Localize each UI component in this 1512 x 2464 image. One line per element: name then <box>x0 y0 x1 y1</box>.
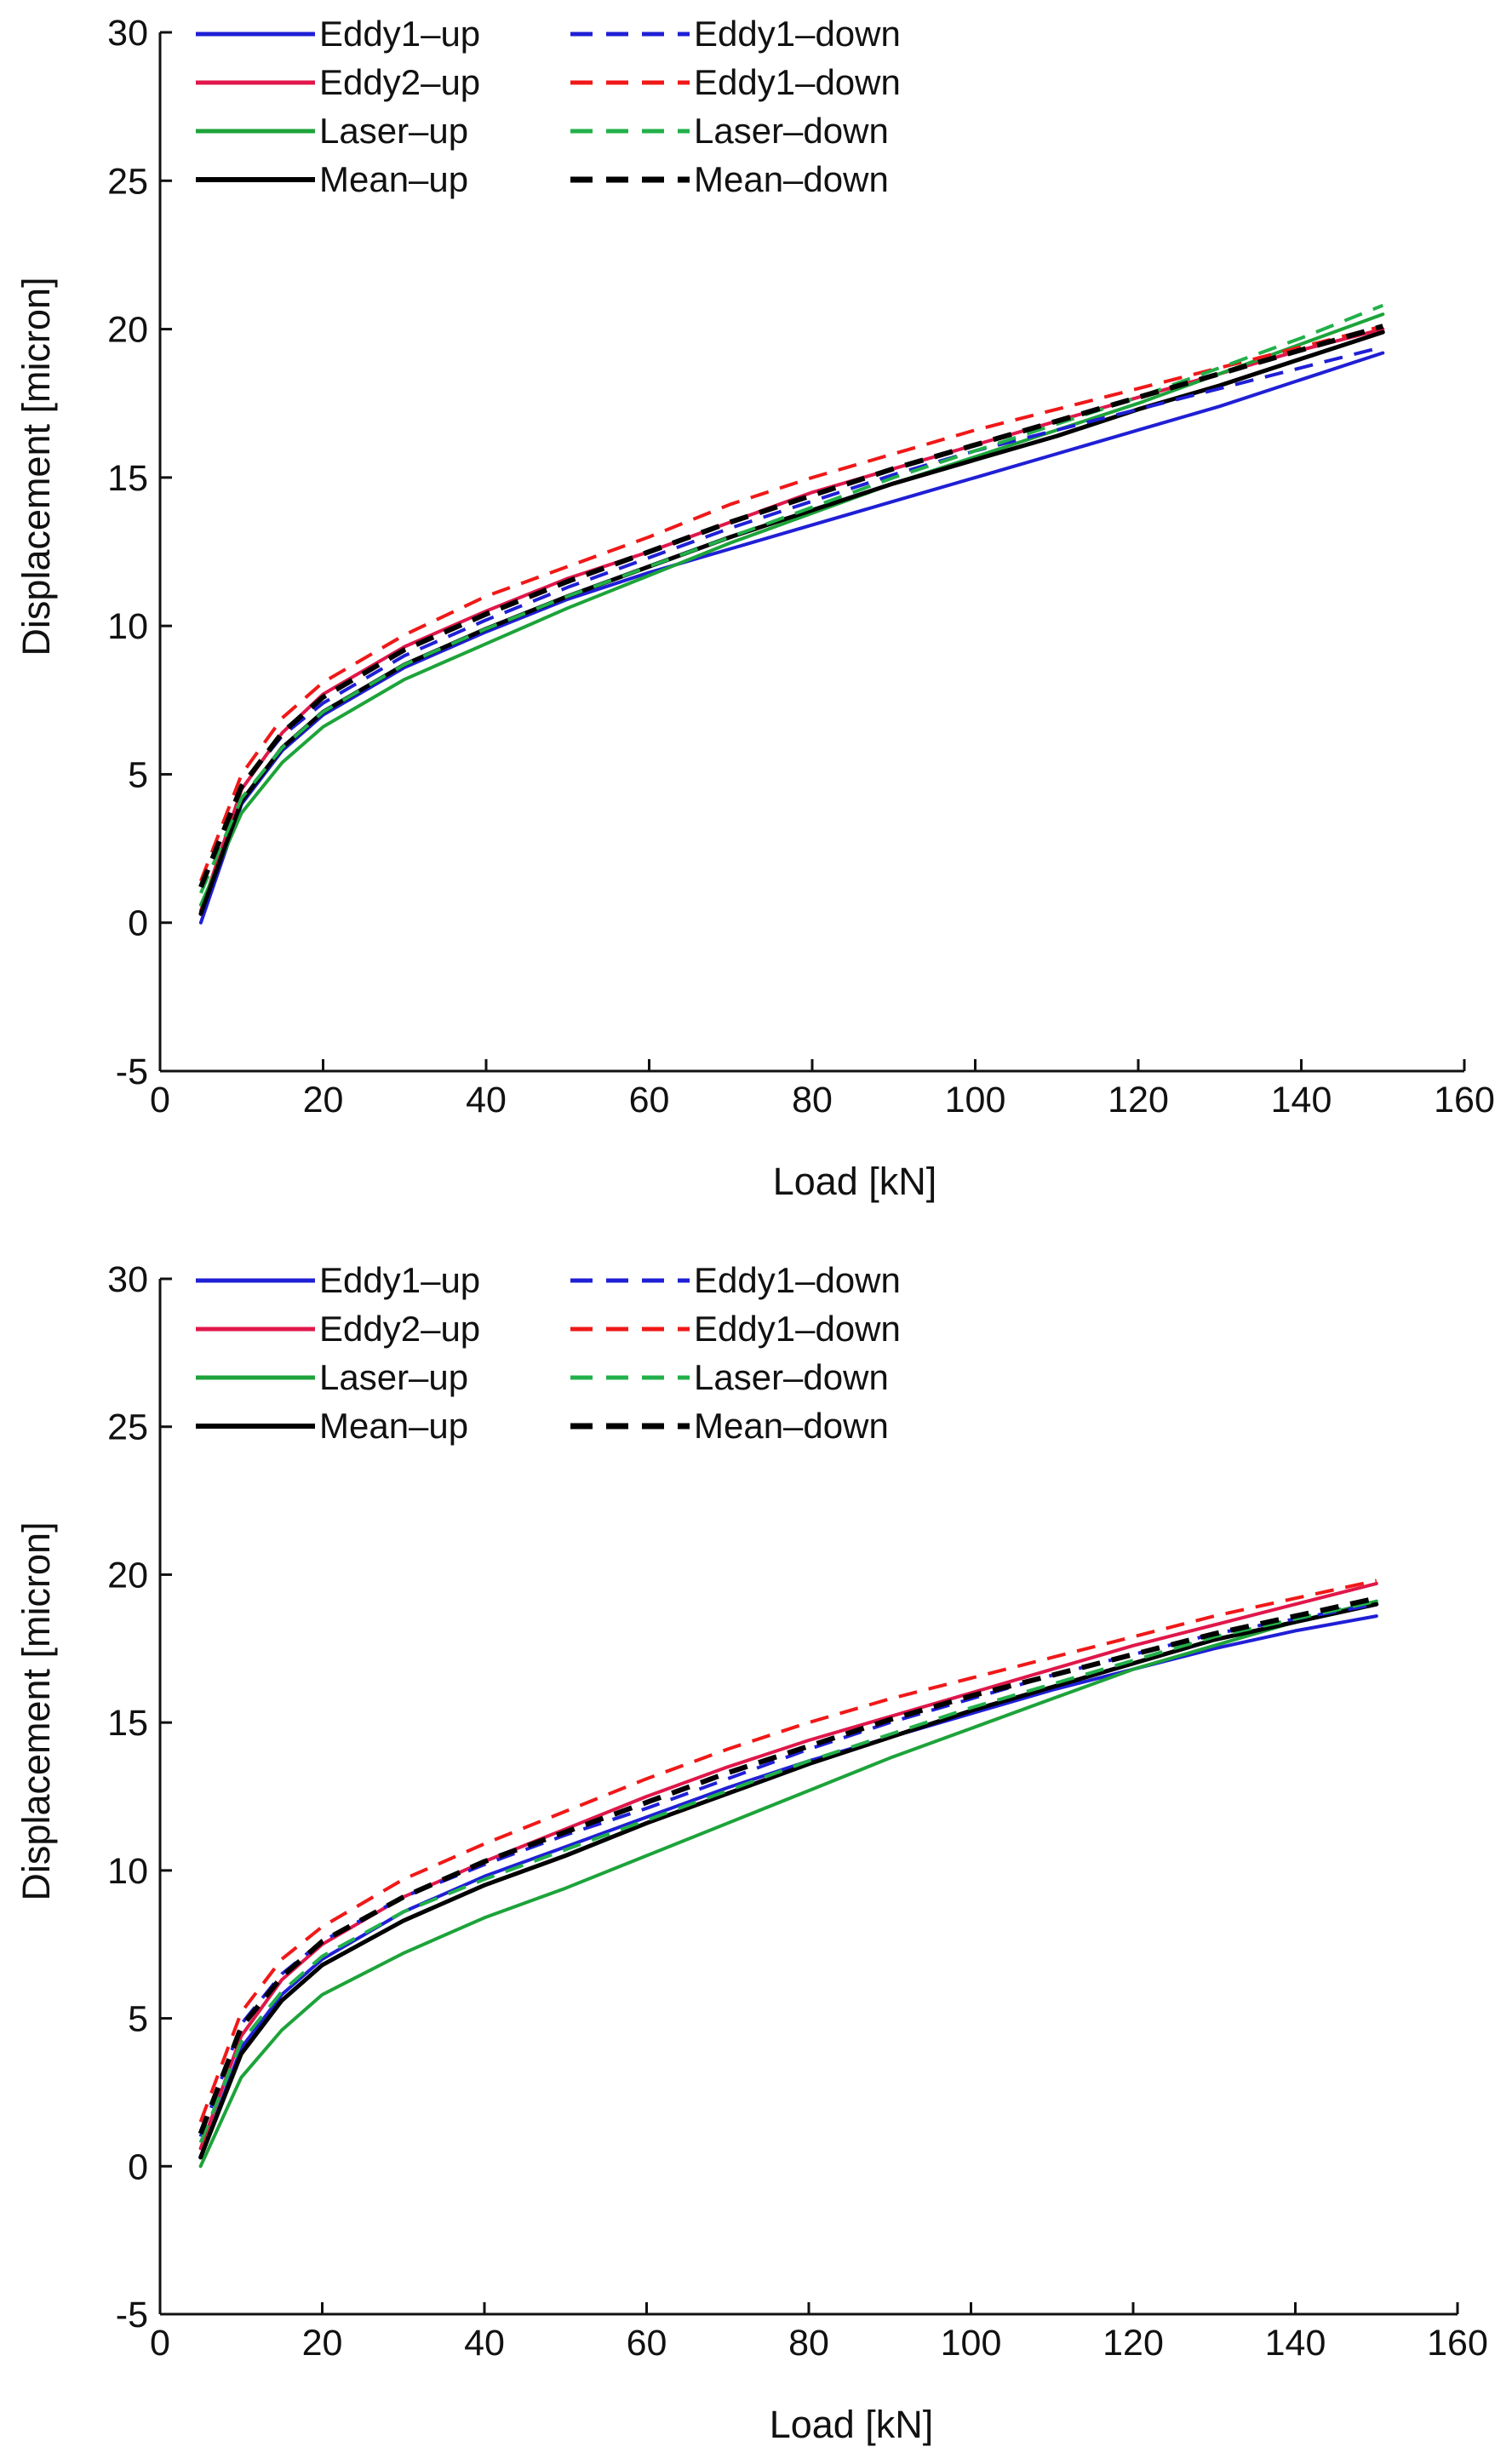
chart2-x-tick-label: 40 <box>464 2323 505 2364</box>
chart2-legend-label: Eddy1–down <box>694 1309 901 1349</box>
chart1-legend-label: Eddy1–down <box>694 14 901 54</box>
chart1-x-tick-label: 80 <box>792 1080 833 1120</box>
chart1-series-line <box>198 312 1385 907</box>
chart1-series-line <box>198 327 1385 913</box>
chart1-legend-label: Eddy1–up <box>319 14 480 54</box>
chart1-series-line <box>199 303 1384 894</box>
chart2-y-tick-label: 20 <box>107 1555 148 1596</box>
chart1-y-tick-label: 5 <box>128 754 148 795</box>
chart2-x-tick-label: 120 <box>1102 2323 1164 2364</box>
chart2-y-tick-label: 30 <box>107 1259 148 1300</box>
chart2: 0 20 40 60 80 100 120 140 160-5051015202530Load … <box>14 1259 1488 2446</box>
chart1-legend: Eddy1–up Eddy2–up Laser–up Mean–up Eddy1–dow… <box>196 14 901 199</box>
chart1-x-axis-title: Load [kN] <box>773 1160 937 1203</box>
chart1-y-axis-title: Displacement [micron] <box>14 277 58 656</box>
chart1-legend-label: Mean–down <box>694 159 889 199</box>
chart1-y-tick-label: 25 <box>107 161 148 202</box>
chart2-y-tick-label: 25 <box>107 1407 148 1448</box>
chart1-legend-label: Mean–up <box>319 159 468 199</box>
chart1-x-tick-label: 160 <box>1434 1080 1495 1120</box>
chart2-x-tick-label: 80 <box>788 2323 829 2364</box>
chart2-x-tick-label: 160 <box>1427 2323 1488 2364</box>
chart2-series-line <box>198 1599 1377 2144</box>
chart2-x-tick-label: 20 <box>302 2323 343 2364</box>
chart2-y-tick-label: -5 <box>116 2295 148 2335</box>
chart1-x-tick-label: 0 <box>150 1080 170 1120</box>
chart1-legend-label: Eddy2–up <box>319 62 480 102</box>
chart1-x-tick-label: 140 <box>1271 1080 1332 1120</box>
chart1-x-tick-label: 120 <box>1108 1080 1169 1120</box>
chart2-legend-label: Eddy1–down <box>694 1260 901 1300</box>
chart2-legend-label: Laser–up <box>319 1357 468 1397</box>
chart2-legend-label: Mean–down <box>694 1406 889 1446</box>
chart2-x-tick-label: 60 <box>627 2323 667 2364</box>
chart1-series-line <box>199 324 1383 882</box>
chart2-x-tick-label: 100 <box>941 2323 1002 2364</box>
chart1-y-tick-label: 30 <box>107 13 148 54</box>
chart2-legend-label: Mean–up <box>319 1406 468 1446</box>
chart1-y-tick-label: 0 <box>128 903 148 944</box>
chart1-x-tick-label: 40 <box>466 1080 507 1120</box>
chart2-y-axis-title: Displacement [micron] <box>14 1521 58 1900</box>
chart2-x-tick-label: 140 <box>1265 2323 1326 2364</box>
chart2-legend-label: Eddy1–up <box>319 1260 480 1300</box>
chart2-x-axis-title: Load [kN] <box>770 2403 934 2446</box>
chart2-series-line <box>198 1581 1378 2151</box>
chart2-x-tick-label: 0 <box>150 2323 170 2364</box>
chart1: 0 20 40 60 80 100 120 140 160-5051015202530Load … <box>14 13 1495 1203</box>
chart1-series-line <box>199 345 1383 888</box>
chart2-series-line <box>198 1614 1378 2159</box>
chart2-series-line <box>198 1602 1379 2160</box>
chart1-legend-label: Eddy1–down <box>694 62 901 102</box>
chart2-legend-label: Laser–down <box>694 1357 889 1397</box>
chart1-x-tick-label: 60 <box>629 1080 670 1120</box>
chart2-y-tick-label: 5 <box>128 1999 148 2040</box>
chart1-y-tick-label: 10 <box>107 606 148 647</box>
chart2-series-line <box>198 1596 1377 2135</box>
chart1-series-line <box>198 351 1385 925</box>
chart2-series-line <box>198 1602 1377 2138</box>
chart1-y-tick-label: 15 <box>107 458 148 499</box>
chart2-legend: Eddy1–up Eddy2–up Laser–up Mean–up Eddy1–dow… <box>196 1260 901 1446</box>
chart2-y-tick-label: 10 <box>107 1851 148 1892</box>
chart1-series-line <box>198 324 1384 889</box>
chart2-legend-label: Eddy2–up <box>319 1309 480 1349</box>
chart1-x-tick-label: 20 <box>303 1080 344 1120</box>
chart1-legend-label: Laser–down <box>694 111 889 151</box>
chart2-y-tick-label: 0 <box>128 2146 148 2187</box>
chart1-y-tick-label: 20 <box>107 310 148 351</box>
chart1-series-line <box>198 329 1385 916</box>
chart2-series-line <box>198 1599 1378 2169</box>
chart1-y-tick-label: -5 <box>116 1051 148 1092</box>
chart1-legend-label: Laser–up <box>319 111 468 151</box>
chart2-series-line <box>198 1579 1377 2123</box>
chart1-x-tick-label: 100 <box>945 1080 1006 1120</box>
chart2-y-tick-label: 15 <box>107 1703 148 1744</box>
